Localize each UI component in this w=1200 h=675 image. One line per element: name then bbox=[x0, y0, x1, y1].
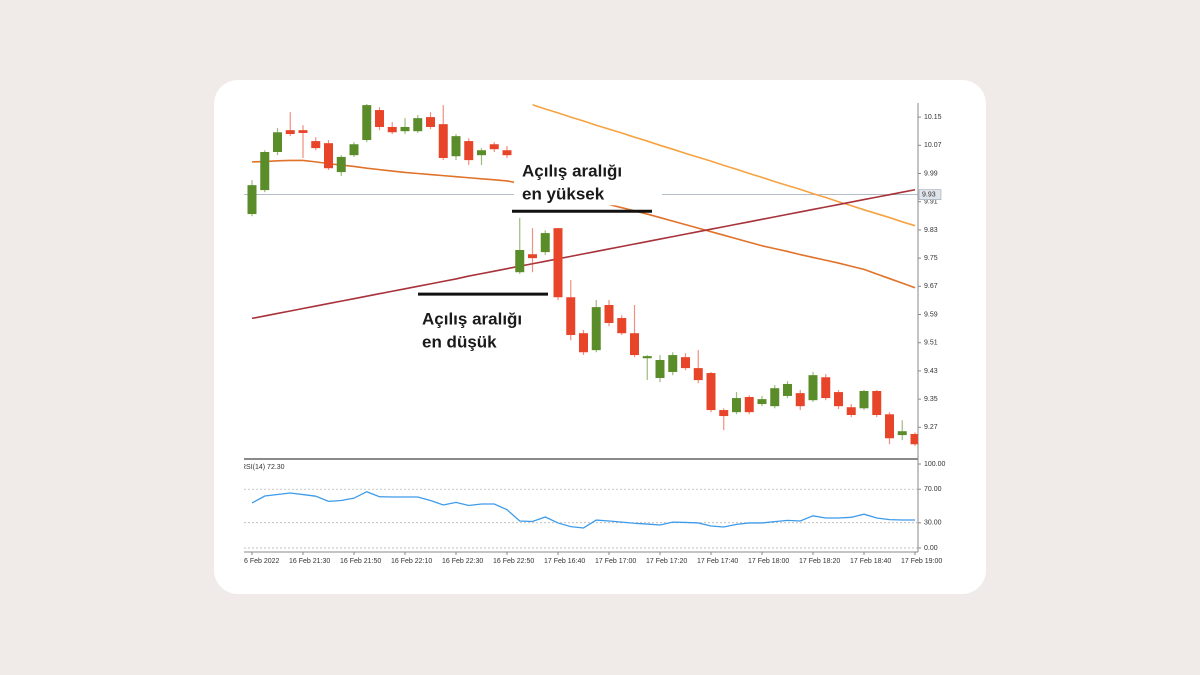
candle-body bbox=[706, 373, 716, 411]
candle-body bbox=[821, 377, 831, 399]
candle-body bbox=[273, 132, 282, 153]
candle-body bbox=[617, 318, 627, 334]
candle-body bbox=[681, 357, 690, 369]
candle-body bbox=[540, 233, 550, 253]
y-tick-label: 9.83 bbox=[924, 227, 938, 234]
x-tick-label: 17 Feb 17:20 bbox=[646, 558, 687, 565]
x-tick-label: 16 Feb 22:50 bbox=[493, 558, 534, 565]
candle-body bbox=[655, 359, 665, 378]
candle-body bbox=[489, 144, 499, 150]
y-tick-label: 10.15 bbox=[924, 114, 942, 121]
candle-body bbox=[795, 393, 805, 407]
moving-average bbox=[251, 188, 916, 320]
candle-body bbox=[566, 297, 576, 335]
x-tick-label: 16 Feb 22:30 bbox=[442, 558, 483, 565]
last-price-box bbox=[918, 189, 942, 200]
candle-body bbox=[808, 375, 818, 401]
candle-body bbox=[693, 368, 703, 381]
candle-body bbox=[477, 150, 486, 156]
candle-body bbox=[464, 141, 474, 161]
y-tick-label: 9.35 bbox=[924, 396, 938, 403]
candle-body bbox=[285, 130, 295, 135]
candle-body bbox=[260, 152, 270, 191]
candle-body bbox=[413, 118, 423, 132]
candle-body bbox=[502, 150, 512, 156]
candle-body bbox=[732, 398, 741, 413]
candle-body bbox=[375, 110, 384, 127]
y-tick-label: 9.91 bbox=[924, 199, 938, 206]
annotation-text: Açılış aralığı bbox=[522, 162, 622, 181]
candle-body bbox=[311, 141, 321, 149]
candle-body bbox=[362, 105, 372, 141]
candle-body bbox=[744, 397, 754, 413]
x-tick-label: 17 Feb 17:00 bbox=[595, 558, 636, 565]
candle-body bbox=[630, 333, 639, 356]
candle-body bbox=[719, 410, 729, 417]
candle-body bbox=[834, 392, 843, 407]
candle-body bbox=[872, 391, 882, 415]
candle-body bbox=[579, 333, 588, 353]
y-tick-label: 10.07 bbox=[924, 142, 942, 149]
y-tick-label: 100.00 bbox=[924, 461, 946, 468]
candle-body bbox=[770, 388, 780, 407]
candle-body bbox=[387, 126, 397, 133]
last-price-label: 9.93 bbox=[922, 192, 936, 199]
x-tick-label: 16 Feb 22:10 bbox=[391, 558, 432, 565]
x-labels: 6 Feb 2022 16 Feb 21:30 16 Feb 21:50 16 Feb… bbox=[244, 552, 942, 565]
candle-body bbox=[336, 156, 346, 173]
candle-body bbox=[400, 126, 410, 132]
x-tick-label: 17 Feb 16:40 bbox=[544, 558, 585, 565]
candle-body bbox=[604, 305, 614, 323]
y-tick-label: 9.51 bbox=[924, 340, 938, 347]
candle-body bbox=[783, 383, 792, 396]
y-tick-label: 30.00 bbox=[924, 520, 942, 527]
indicator-title: RSI(14) 72.30 bbox=[241, 464, 285, 471]
x-tick-label: 17 Feb 18:00 bbox=[748, 558, 789, 565]
candle-body bbox=[910, 434, 918, 445]
annotation-backdrop bbox=[514, 159, 662, 206]
candle-body bbox=[591, 307, 601, 351]
rsi-panel: RSI(14) 72.30 bbox=[241, 464, 918, 549]
y-tick-label: 9.99 bbox=[924, 170, 938, 177]
x-tick-label: 17 Feb 18:20 bbox=[799, 558, 840, 565]
y-tick-label: 9.27 bbox=[924, 424, 938, 431]
x-tick-label: 17 Feb 19:00 bbox=[901, 558, 942, 565]
candle-body bbox=[515, 250, 525, 273]
candle-body bbox=[897, 431, 907, 436]
candle-body bbox=[846, 407, 856, 415]
candle-body bbox=[298, 130, 308, 133]
candle-body bbox=[426, 117, 435, 127]
candle-body bbox=[885, 414, 894, 439]
x-tick-label: 6 Feb 2022 bbox=[244, 558, 280, 565]
y-tick-label: 70.00 bbox=[924, 486, 942, 493]
rsi-line bbox=[251, 491, 915, 529]
candle-body bbox=[324, 143, 333, 169]
y-tick-label: 9.75 bbox=[924, 255, 938, 262]
annotation-text: en yüksek bbox=[522, 185, 605, 204]
annotation-text: Açılış aralığı bbox=[422, 310, 522, 329]
candle-body bbox=[247, 185, 257, 215]
x-tick-label: 16 Feb 21:30 bbox=[289, 558, 330, 565]
candle-body bbox=[757, 399, 767, 405]
y-tick-label: 0.00 bbox=[924, 545, 938, 552]
annotation-text: en düşük bbox=[422, 333, 497, 352]
candle-body bbox=[859, 391, 869, 409]
candle-body bbox=[642, 356, 652, 359]
x-tick-label: 17 Feb 17:40 bbox=[697, 558, 738, 565]
y-tick-label: 9.59 bbox=[924, 311, 938, 318]
y-tick-label: 9.67 bbox=[924, 283, 938, 290]
candle-body bbox=[438, 124, 448, 158]
candle-body bbox=[668, 355, 678, 372]
candle-body bbox=[553, 228, 563, 298]
y-tick-label: 9.43 bbox=[924, 368, 938, 375]
candle-body bbox=[528, 254, 537, 259]
moving-average bbox=[532, 104, 916, 227]
candle-body bbox=[349, 144, 359, 156]
x-tick-label: 16 Feb 21:50 bbox=[340, 558, 381, 565]
x-tick-label: 17 Feb 18:40 bbox=[850, 558, 891, 565]
candle-body bbox=[451, 136, 461, 157]
